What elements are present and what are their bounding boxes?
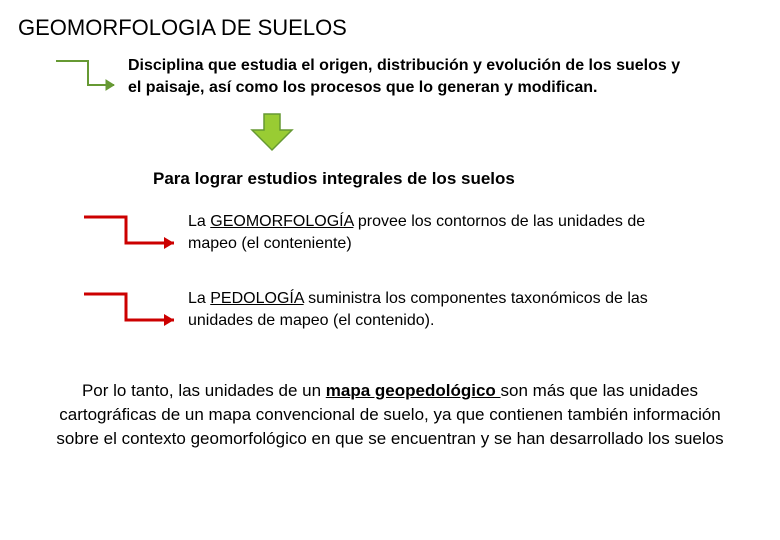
connector-green [48,55,128,104]
pedo-term: PEDOLOGÍA [210,290,303,307]
geo-term: GEOMORFOLOGÍA [210,213,353,230]
definition-row: Disciplina que estudia el origen, distri… [48,55,762,104]
geo-prefix: La [188,213,210,230]
step-connector-icon [78,211,188,257]
step-connector-icon [48,55,128,99]
step-connector-icon [78,288,188,334]
definition-text: Disciplina que estudia el origen, distri… [128,55,688,98]
down-arrow-icon [248,110,296,154]
down-arrow-wrap [248,110,762,159]
geomorfologia-text: La GEOMORFOLOGÍA provee los contornos de… [188,211,688,254]
connector-red-1 [78,211,188,262]
conclusion-text: Por lo tanto, las unidades de un mapa ge… [18,379,762,450]
page-title: GEOMORFOLOGIA DE SUELOS [18,15,762,41]
geomorfologia-row: La GEOMORFOLOGÍA provee los contornos de… [78,211,762,262]
pedo-prefix: La [188,290,210,307]
conclusion-pre: Por lo tanto, las unidades de un [82,381,326,400]
conclusion-term: mapa geopedológico [326,381,501,400]
pedologia-row: La PEDOLOGÍA suministra los componentes … [78,288,762,339]
subtitle: Para lograr estudios integrales de los s… [153,169,762,189]
pedologia-text: La PEDOLOGÍA suministra los componentes … [188,288,688,331]
connector-red-2 [78,288,188,339]
